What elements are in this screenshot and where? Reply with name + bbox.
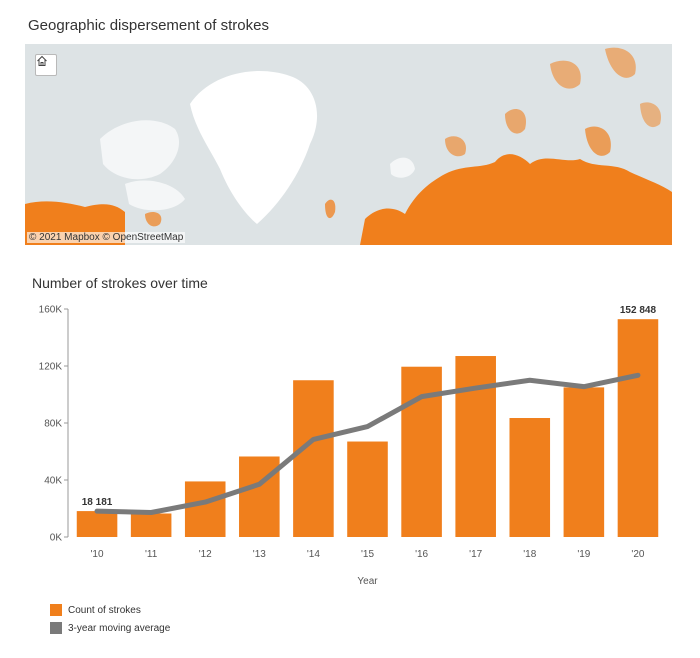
legend-label-average: 3-year moving average <box>68 622 171 634</box>
map-attribution: © 2021 Mapbox © OpenStreetMap <box>27 232 186 243</box>
y-ticks: 0K 40K 80K 120K 160K <box>39 305 68 544</box>
x-tick-label: '20 <box>631 549 644 560</box>
map-title: Geographic dispersement of strokes <box>28 17 269 34</box>
legend: Count of strokes 3-year moving average <box>50 602 170 638</box>
map-canvas <box>25 44 672 245</box>
moving-average-line <box>94 372 641 515</box>
greenland-landmass <box>190 71 318 224</box>
bar[interactable] <box>130 513 172 537</box>
stroke-scatter-7 <box>145 212 162 227</box>
bars <box>76 319 659 537</box>
arctic-islands-2 <box>125 180 185 211</box>
svalbard <box>390 157 415 178</box>
chart-title: Number of strokes over time <box>32 275 208 291</box>
y-tick-label: 160K <box>39 305 63 316</box>
x-tick-label: '17 <box>469 549 482 560</box>
x-tick-label: '18 <box>523 549 536 560</box>
y-tick-label: 40K <box>44 476 62 487</box>
x-tick-label: '10 <box>91 549 104 560</box>
x-tick-label: '13 <box>253 549 266 560</box>
legend-item-average[interactable]: 3-year moving average <box>50 620 170 636</box>
bar[interactable] <box>184 481 226 537</box>
data-labels: 18 181 152 848 <box>82 305 657 508</box>
stroke-scatter-4 <box>605 47 636 78</box>
bar[interactable] <box>509 418 551 537</box>
stroke-scatter-2 <box>505 109 526 134</box>
bar[interactable] <box>293 380 334 537</box>
stroke-scatter-5 <box>585 126 611 156</box>
y-tick-label: 120K <box>39 362 63 373</box>
bar[interactable] <box>617 319 659 537</box>
home-icon <box>37 55 47 66</box>
x-tick-label: '16 <box>415 549 428 560</box>
stroke-scatter-8 <box>640 102 661 128</box>
x-tick-label: '19 <box>577 549 590 560</box>
x-tick-label: '11 <box>145 549 158 560</box>
stroke-map[interactable]: © 2021 Mapbox © OpenStreetMap <box>25 44 672 245</box>
x-tick-label: '15 <box>361 549 374 560</box>
stroke-scatter-3 <box>550 60 581 89</box>
arctic-islands <box>100 120 180 180</box>
x-axis-title: Year <box>357 576 378 587</box>
bar[interactable] <box>347 441 388 537</box>
bar[interactable] <box>563 387 605 537</box>
bar[interactable] <box>76 511 118 537</box>
stroke-region-east <box>360 154 672 245</box>
stroke-scatter-6 <box>445 136 466 157</box>
bar[interactable] <box>239 456 280 537</box>
data-label: 152 848 <box>620 305 657 316</box>
x-ticks: '10 '11 '12 '13 '14 '15 '16 '17 '18 '19 '20 <box>91 549 645 560</box>
legend-swatch-bar <box>50 604 62 616</box>
y-tick-label: 0K <box>50 533 63 544</box>
home-button[interactable] <box>35 54 57 76</box>
legend-swatch-line <box>50 622 62 634</box>
x-tick-label: '14 <box>307 549 320 560</box>
x-tick-label: '12 <box>199 549 212 560</box>
stroke-scatter-1 <box>325 199 336 219</box>
legend-label-count: Count of strokes <box>68 604 141 616</box>
legend-item-count[interactable]: Count of strokes <box>50 602 170 618</box>
data-label: 18 181 <box>82 497 113 508</box>
y-tick-label: 80K <box>44 419 62 430</box>
bar[interactable] <box>455 356 496 537</box>
